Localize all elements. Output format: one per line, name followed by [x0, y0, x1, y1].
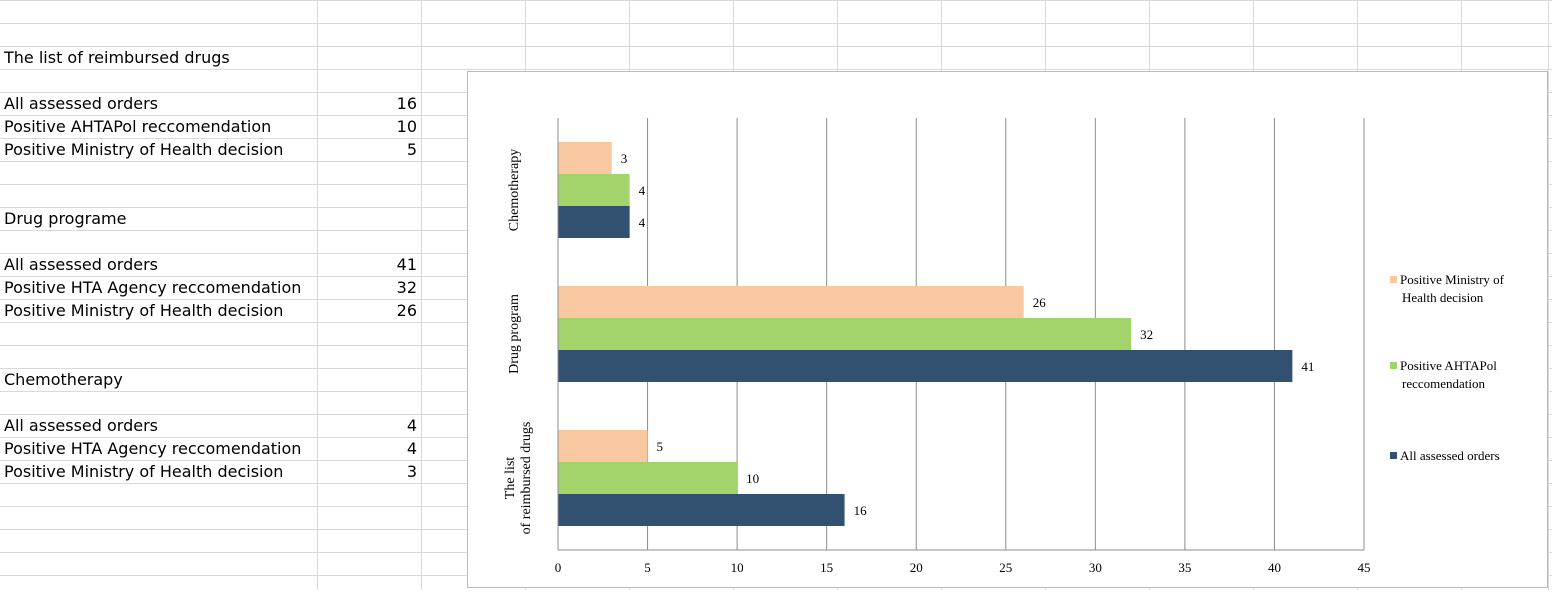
legend-label: Positive AHTAPol reccomendation [1400, 358, 1497, 391]
x-tick-label: 45 [1358, 560, 1371, 575]
data-label: 26 [1033, 295, 1047, 310]
row-label[interactable]: Positive HTA Agency reccomendation [4, 278, 302, 297]
data-label: 10 [746, 471, 759, 486]
row-label[interactable]: Positive Ministry of Health decision [4, 462, 284, 481]
category-label: The listof reimbursed drugs [503, 422, 534, 535]
data-label: 5 [657, 439, 664, 454]
bar[interactable] [558, 462, 738, 494]
data-label: 41 [1301, 359, 1314, 374]
row-label[interactable]: All assessed orders [4, 416, 158, 435]
x-tick-label: 20 [910, 560, 923, 575]
category-label: Drug program [507, 294, 522, 374]
group-title[interactable]: Chemotherapy [4, 370, 123, 389]
row-value[interactable]: 4 [406, 439, 417, 458]
bar[interactable] [558, 430, 648, 462]
x-tick-label: 25 [999, 560, 1012, 575]
row-label[interactable]: Positive Ministry of Health decision [4, 301, 284, 320]
row-value[interactable]: 5 [406, 140, 417, 159]
row-value[interactable]: 32 [396, 278, 417, 297]
data-label: 3 [621, 151, 628, 166]
group-title[interactable]: Drug programe [4, 209, 127, 228]
row-value[interactable]: 41 [396, 255, 417, 274]
row-value[interactable]: 26 [396, 301, 417, 320]
category-label: Chemotherapy [507, 149, 522, 231]
x-tick-label: 5 [644, 560, 651, 575]
row-value[interactable]: 4 [406, 416, 417, 435]
row-label[interactable]: Positive HTA Agency reccomendation [4, 439, 302, 458]
legend-label-line: Positive AHTAPol [1400, 358, 1497, 373]
bar[interactable] [558, 174, 630, 206]
x-tick-label: 35 [1178, 560, 1191, 575]
bar[interactable] [558, 318, 1132, 350]
row-value[interactable]: 10 [396, 117, 417, 136]
data-label: 4 [639, 183, 646, 198]
chart-container[interactable]: 0 5 10 15 20 25 30 35 40 45 16 10 5 The listof reimbu… [467, 71, 1548, 588]
category-label-line: The list [503, 457, 518, 499]
row-label[interactable]: Positive Ministry of Health decision [4, 140, 284, 159]
bar[interactable] [558, 142, 612, 174]
legend-label: Positive Ministry of Health decision [1400, 272, 1505, 305]
bar[interactable] [558, 206, 630, 238]
category-label-line: of reimbursed drugs [519, 422, 534, 535]
data-label: 32 [1140, 327, 1153, 342]
group-title[interactable]: The list of reimbursed drugs [4, 48, 230, 67]
bar-chart: 0 5 10 15 20 25 30 35 40 45 16 10 5 The listof reimbu… [503, 118, 1505, 575]
bar[interactable] [558, 350, 1293, 382]
x-tick-label: 10 [731, 560, 744, 575]
x-tick-label: 0 [555, 560, 562, 575]
legend-label-line: Positive Ministry of [1400, 272, 1505, 287]
legend-swatch [1390, 362, 1397, 369]
row-label[interactable]: All assessed orders [4, 255, 158, 274]
bar[interactable] [558, 286, 1024, 318]
bar[interactable] [558, 494, 845, 526]
x-tick-label: 30 [1089, 560, 1102, 575]
row-value[interactable]: 3 [406, 462, 417, 481]
row-label[interactable]: All assessed orders [4, 94, 158, 113]
legend-swatch [1390, 276, 1397, 283]
row-value[interactable]: 16 [396, 94, 417, 113]
row-label[interactable]: Positive AHTAPol reccomendation [4, 117, 272, 136]
data-label: 4 [639, 215, 646, 230]
legend-label-line: Health decision [1402, 290, 1484, 305]
legend-label: All assessed orders [1400, 448, 1500, 463]
legend-label-line: reccomendation [1402, 376, 1486, 391]
x-tick-label: 15 [820, 560, 833, 575]
x-tick-label: 40 [1268, 560, 1281, 575]
legend-swatch [1390, 452, 1397, 459]
data-label: 16 [854, 503, 868, 518]
